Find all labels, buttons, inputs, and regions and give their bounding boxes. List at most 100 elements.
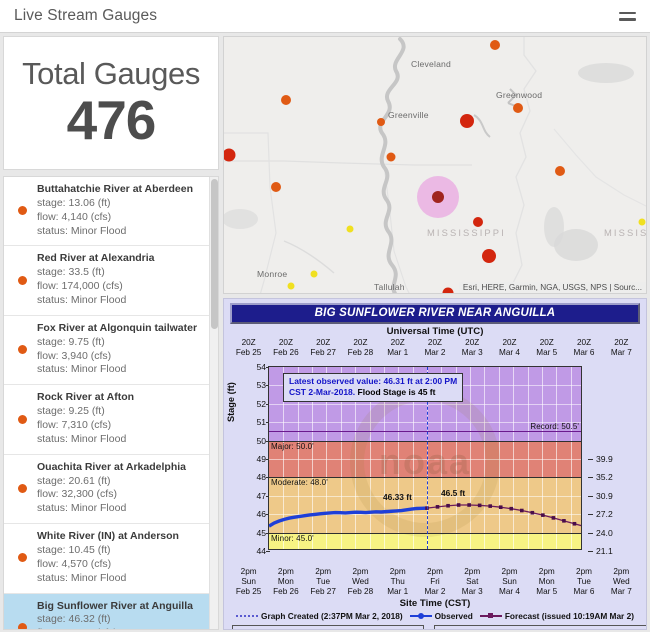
map-gauge-marker[interactable] <box>555 166 565 176</box>
map-gauge-marker[interactable] <box>377 118 385 126</box>
axis-tick-part: 2pm <box>576 567 592 576</box>
map-gauge-marker[interactable] <box>432 191 444 203</box>
gauge-status: status: Minor Flood <box>37 294 127 307</box>
axis-tick-part: 20Z <box>390 338 405 347</box>
gauge-status: status: Minor Flood <box>37 363 127 376</box>
scrollbar-thumb[interactable] <box>211 179 218 329</box>
axis-tick: 20Z Mar 7 <box>603 338 640 358</box>
axis-tick-part: 2pm <box>426 567 443 576</box>
map-gauge-marker[interactable] <box>287 282 295 290</box>
y-tick-label: 51 <box>256 417 266 428</box>
axis-tick-part: 2pm <box>389 567 406 576</box>
forecast-point <box>467 503 471 507</box>
gauge-list-item[interactable]: Ouachita River at Arkadelphia stage: 20.6… <box>4 455 218 525</box>
axis-tick-part: Wed <box>612 577 630 586</box>
axis-tick-part: Mar 6 <box>573 587 595 596</box>
gauge-flow: flow: 4,140 (cfs) <box>37 210 112 223</box>
gauge-status: status: Minor Flood <box>37 502 127 515</box>
axis-tick-part: 20Z <box>465 338 480 347</box>
gauge-list-item[interactable]: Buttahatchie River at Aberdeen stage: 13.… <box>4 177 218 247</box>
gauge-name: Ouachita River at Arkadelphia <box>37 460 186 473</box>
axis-tick-part: Mon <box>538 577 555 586</box>
axis-tick-part: 20Z <box>241 338 256 347</box>
y-tick-left: 52 <box>224 398 270 409</box>
gauge-list-item[interactable]: Big Sunflower River at Anguilla stage: 46… <box>4 593 218 629</box>
gauge-name: Big Sunflower River at Anguilla <box>37 599 193 612</box>
gridline-vertical <box>556 367 558 549</box>
gridline-vertical <box>297 367 299 549</box>
map-gauge-marker[interactable] <box>386 152 396 162</box>
axis-tick-part: Sat <box>466 577 479 586</box>
flood-band <box>269 477 581 533</box>
y-tick-label: 44 <box>256 546 266 556</box>
gridline-vertical <box>312 367 314 549</box>
map-gauge-marker[interactable] <box>638 218 646 226</box>
map-panel[interactable]: Cleveland Greenwood Greenville MISSISSIPPI M… <box>223 36 647 294</box>
map-canvas[interactable]: Cleveland Greenwood Greenville MISSISSIPPI M… <box>224 37 646 293</box>
annotation-line-2a: CST 2-Mar-2018. <box>289 387 356 398</box>
gauge-stage: stage: 13.06 (ft) <box>37 196 111 209</box>
observed-value-label: 46.33 ft <box>383 492 412 503</box>
axis-tick-part: Feb 27 <box>310 348 336 357</box>
gridline-horizontal <box>269 495 581 497</box>
status-dot-icon <box>18 622 27 629</box>
axis-tick: 2pm Sat Mar 3 <box>454 567 491 597</box>
gauge-list-item[interactable]: White River (IN) at Anderson stage: 10.45… <box>4 524 218 594</box>
y-tick-left: 49 <box>224 454 270 464</box>
axis-tick: 2pm Sun Feb 25 <box>230 567 267 597</box>
axis-tick-part: 2pm <box>501 567 518 576</box>
map-gauge-marker[interactable] <box>482 249 496 263</box>
gridline-vertical <box>383 367 385 549</box>
forecast-point <box>477 503 482 508</box>
map-gauge-marker[interactable] <box>460 114 474 128</box>
gauge-list-scrollbar[interactable] <box>209 177 218 629</box>
map-gauge-marker[interactable] <box>281 95 291 105</box>
gauge-list-item[interactable]: Fox River at Algonquin tailwater stage: 9… <box>4 316 218 386</box>
axis-tick-part: Mar 4 <box>499 587 520 596</box>
axis-tick: 20Z Mar 1 <box>379 338 416 358</box>
menu-bar-1 <box>618 11 636 14</box>
axis-tick-part: Mar 7 <box>610 587 632 596</box>
map-gauge-marker[interactable] <box>346 225 354 233</box>
gauge-list-item[interactable]: Rock River at Afton stage: 9.25 (ft) flow:… <box>4 385 218 455</box>
left-panel: Total Gauges 476 Buttahatchie River at A… <box>3 36 219 630</box>
axis-tick-part: Mar 5 <box>536 348 558 357</box>
y-tick-label-right: 39.9 <box>596 454 613 464</box>
map-gauge-marker[interactable] <box>490 40 500 50</box>
axis-tick-part: 20Z <box>576 338 592 347</box>
flood-threshold-label: Minor: 45.0' <box>271 533 314 543</box>
forecast-point <box>520 508 524 513</box>
gridline-vertical <box>340 367 342 549</box>
flood-threshold-label: Moderate: 48.0' <box>271 478 328 488</box>
legend-label: Graph Created (2:37PM Mar 2, 2018) <box>261 611 403 621</box>
axis-tick-part: 2pm <box>613 567 630 576</box>
gauge-list[interactable]: Buttahatchie River at Aberdeen stage: 13.… <box>3 176 219 630</box>
axis-tick: 20Z Feb 25 <box>230 338 267 358</box>
map-gauge-marker[interactable] <box>310 270 318 278</box>
axis-tick: 2pm Wed Mar 7 <box>603 567 640 597</box>
y-tick-left: 50 <box>224 436 270 446</box>
axis-tick-part: Feb 25 <box>235 587 262 596</box>
y-tick-left: 51 <box>224 417 270 428</box>
axis-tick-part: Feb 26 <box>273 348 299 357</box>
gauge-flow: flow: 4,570 (cfs) <box>37 557 112 570</box>
map-gauge-marker[interactable] <box>442 287 454 293</box>
forecast-point <box>498 505 503 510</box>
map-gauge-marker[interactable] <box>271 182 281 192</box>
gauge-list-item[interactable]: Red River at Alexandria stage: 33.5 (ft) f… <box>4 246 218 316</box>
gridline-vertical <box>513 367 515 549</box>
hamburger-menu-icon[interactable] <box>614 3 640 29</box>
y-tick-right: 21.1 <box>588 546 646 556</box>
y-tick-label-right: 21.1 <box>596 546 613 556</box>
menu-bar-2 <box>618 18 636 21</box>
map-gauge-marker[interactable] <box>473 217 483 227</box>
map-gauge-marker[interactable] <box>224 148 236 162</box>
map-city-label: Cleveland <box>411 59 452 69</box>
plot-area-wrapper: Stage (ft) Flow (kcfs) 44454647484950515… <box>224 360 646 566</box>
map-gauge-marker[interactable] <box>513 103 523 113</box>
axis-tick-part: Fri <box>430 577 440 586</box>
annotation-line-2b: Flood Stage is 45 ft <box>357 387 436 398</box>
y-tick-label-right: 30.9 <box>596 490 613 501</box>
axis-tick-part: Mar 4 <box>499 348 520 357</box>
y-tick-label: 52 <box>256 398 266 409</box>
